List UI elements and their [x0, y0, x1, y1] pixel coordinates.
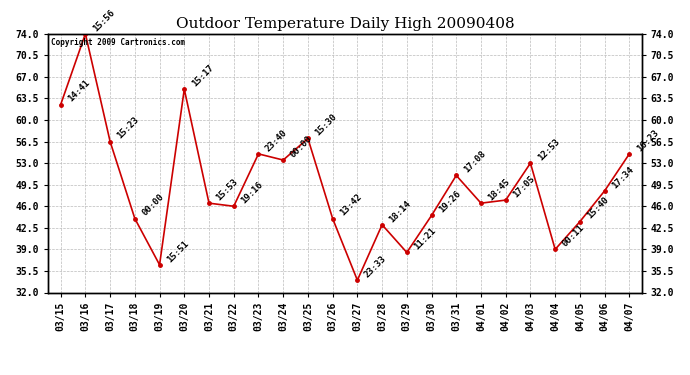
Text: 00:00: 00:00 [140, 192, 166, 218]
Text: 17:05: 17:05 [511, 174, 537, 199]
Text: 18:14: 18:14 [388, 199, 413, 224]
Text: 17:08: 17:08 [462, 149, 487, 175]
Text: 19:16: 19:16 [239, 180, 265, 206]
Text: 23:40: 23:40 [264, 128, 289, 153]
Text: 11:21: 11:21 [413, 226, 437, 252]
Text: 15:53: 15:53 [215, 177, 240, 203]
Title: Outdoor Temperature Daily High 20090408: Outdoor Temperature Daily High 20090408 [176, 17, 514, 31]
Text: 18:45: 18:45 [486, 177, 512, 203]
Text: 00:00: 00:00 [288, 134, 314, 159]
Text: 16:23: 16:23 [635, 128, 660, 153]
Text: 15:30: 15:30 [313, 112, 339, 138]
Text: 12:53: 12:53 [536, 137, 562, 162]
Text: 15:56: 15:56 [91, 8, 117, 33]
Text: 14:41: 14:41 [66, 78, 92, 104]
Text: 23:33: 23:33 [363, 254, 388, 279]
Text: Copyright 2009 Cartronics.com: Copyright 2009 Cartronics.com [51, 38, 186, 46]
Text: 17:34: 17:34 [610, 165, 635, 190]
Text: 15:40: 15:40 [585, 195, 611, 221]
Text: 19:26: 19:26 [437, 189, 462, 215]
Text: 15:51: 15:51 [165, 238, 190, 264]
Text: 15:23: 15:23 [116, 116, 141, 141]
Text: 00:11: 00:11 [561, 223, 586, 249]
Text: 13:42: 13:42 [338, 192, 364, 218]
Text: 15:17: 15:17 [190, 63, 215, 88]
